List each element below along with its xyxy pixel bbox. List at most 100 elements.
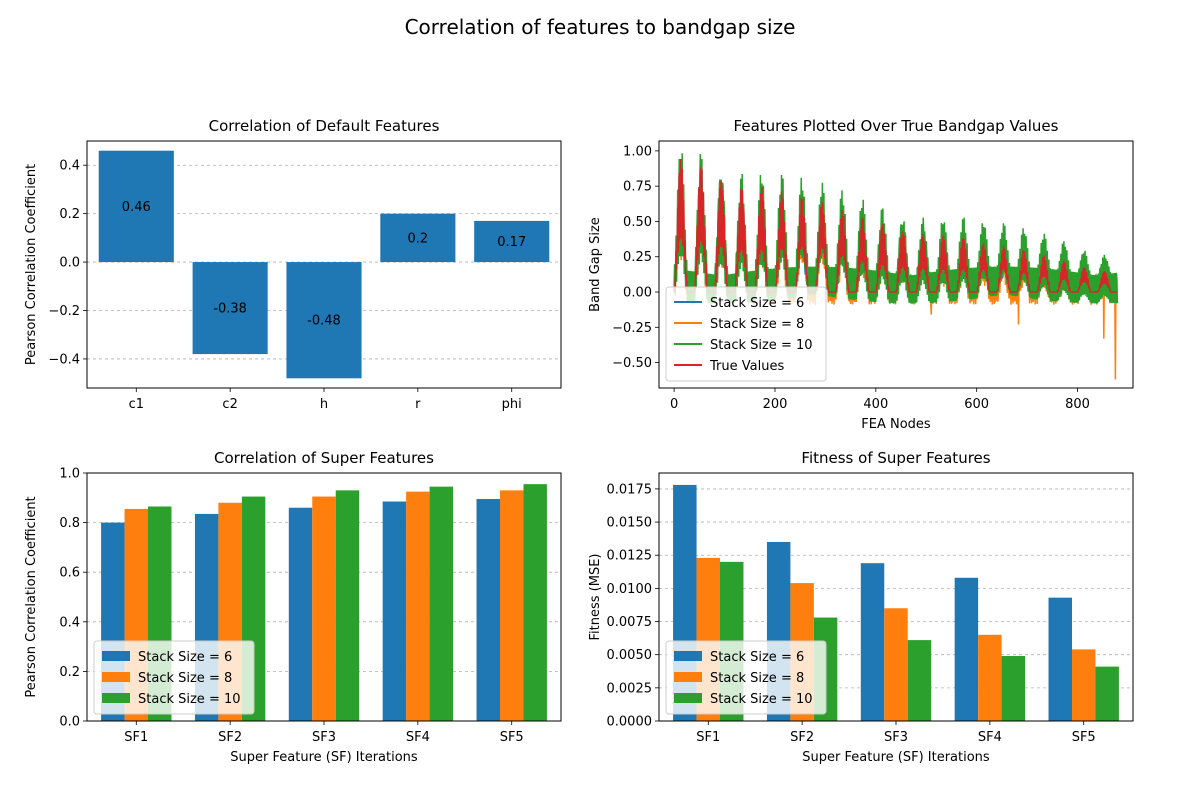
- legend-label: Stack Size = 10: [710, 692, 813, 707]
- y-tick-label: −0.2: [48, 304, 80, 319]
- x-tick-label: 600: [964, 397, 989, 412]
- bar-SF4-1: [978, 634, 1002, 721]
- x-tick-label: h: [320, 397, 328, 412]
- bar-SF3-2: [335, 490, 360, 721]
- y-tick-label: 0.6: [59, 566, 80, 581]
- x-tick-label: SF4: [406, 730, 430, 745]
- y-tick-label: 0.50: [623, 215, 652, 230]
- bar-value-label: 0.2: [408, 231, 429, 246]
- legend-box: [93, 640, 255, 715]
- y-tick-label: −0.4: [48, 352, 80, 367]
- x-axis-label: Super Feature (SF) Iterations: [230, 750, 418, 765]
- x-tick-label: SF5: [500, 730, 524, 745]
- panel-super-feature-fitness: 0.0000 0.0025 0.0050 0.0075 0.0100 0.0125 0.01…: [588, 449, 1134, 765]
- legend-box: [665, 286, 827, 382]
- bar-SF5-1: [1071, 649, 1096, 721]
- x-tick-label: SF1: [696, 730, 720, 745]
- y-tick-label: 0.2: [59, 665, 80, 680]
- y-tick-label: 0.0025: [607, 681, 653, 696]
- bar-SF5-0: [476, 499, 500, 721]
- y-tick-label: 0.4: [59, 615, 80, 630]
- bar-SF5-0: [1048, 597, 1072, 721]
- legend-label: Stack Size = 6: [138, 650, 232, 665]
- panel-bandgap-lines: −0.50 −0.25 0.00 0.25 0.50 0.75 1.00 0 200 400 600…: [588, 117, 1134, 432]
- legend-swatch: [102, 651, 130, 661]
- axes-frame: [86, 472, 562, 722]
- legend-label: Stack Size = 6: [710, 296, 804, 311]
- y-tick-label: 0.8: [59, 516, 80, 531]
- x-tick-label: SF5: [1072, 730, 1096, 745]
- x-tick-label: 200: [763, 397, 788, 412]
- y-axis-label: Fitness (MSE): [588, 554, 603, 641]
- legend-swatch: [674, 672, 702, 682]
- y-tick-label: 0.0: [59, 715, 80, 730]
- bar-SF3-2: [907, 640, 932, 721]
- x-tick-label: 800: [1065, 397, 1090, 412]
- y-tick-label: 0.2: [59, 207, 80, 222]
- x-axis-label: Super Feature (SF) Iterations: [802, 750, 990, 765]
- x-tick-label: SF2: [790, 730, 814, 745]
- legend-box: [665, 640, 827, 715]
- bar-value-label: -0.48: [307, 314, 341, 329]
- legend-swatch: [674, 693, 702, 703]
- panel-title: Features Plotted Over True Bandgap Value…: [734, 117, 1059, 135]
- x-axis-label: FEA Nodes: [861, 417, 931, 432]
- x-tick-label: 0: [670, 397, 678, 412]
- bar-value-label: 0.17: [497, 235, 526, 250]
- bar-SF4-0: [382, 501, 407, 721]
- figure-title: Correlation of features to bandgap size: [405, 15, 796, 39]
- y-tick-label: −0.25: [612, 321, 652, 336]
- x-tick-label: phi: [502, 397, 522, 412]
- y-tick-label: 0.0075: [607, 615, 653, 630]
- bar-SF5-1: [499, 490, 524, 721]
- x-tick-label: r: [415, 397, 421, 412]
- panel-title: Correlation of Super Features: [214, 449, 434, 467]
- legend-swatch: [674, 651, 702, 661]
- y-tick-label: 0.25: [623, 250, 652, 265]
- bar-phi: [474, 220, 550, 263]
- y-tick-label: 1.0: [59, 467, 80, 482]
- panel-title: Correlation of Default Features: [209, 117, 440, 135]
- bar-SF4-2: [1001, 656, 1026, 721]
- x-tick-label: c2: [222, 397, 237, 412]
- legend-label: Stack Size = 10: [138, 692, 241, 707]
- legend-label: Stack Size = 8: [710, 671, 804, 686]
- panel-super-feature-correlation: 0.0 0.2 0.4 0.6 0.8 1.0 SF1 SF2 SF3 SF4 SF5 Stack S…: [24, 449, 562, 765]
- bar-SF4-0: [954, 577, 979, 721]
- bar-SF3-0: [860, 563, 885, 721]
- legend-swatch: [102, 672, 130, 682]
- legend-label: Stack Size = 8: [710, 317, 804, 332]
- y-axis-label: Pearson Correlation Coefficient: [24, 496, 39, 697]
- y-tick-label: 0.0125: [607, 549, 653, 564]
- y-tick-label: 0.0175: [607, 482, 653, 497]
- bar-r: [380, 213, 456, 263]
- y-tick-label: 0.0050: [607, 648, 653, 663]
- legend-label: Stack Size = 6: [710, 650, 804, 665]
- bar-SF3-1: [312, 496, 336, 721]
- x-tick-label: c1: [129, 397, 144, 412]
- y-tick-label: 0.0000: [607, 715, 653, 730]
- bar-c2: [192, 262, 268, 355]
- bar-SF4-2: [429, 486, 454, 721]
- x-tick-label: SF4: [978, 730, 1002, 745]
- bar-SF5-2: [523, 484, 547, 721]
- legend-label: Stack Size = 10: [710, 338, 813, 353]
- axes-frame: [86, 140, 562, 389]
- y-axis-label: Pearson Correlation Coefficient: [24, 164, 39, 365]
- panel-title: Fitness of Super Features: [801, 449, 990, 467]
- y-tick-label: 0.0: [59, 256, 80, 271]
- x-tick-label: SF3: [312, 730, 336, 745]
- y-tick-label: 0.0100: [607, 582, 653, 597]
- y-tick-label: 0.0150: [607, 516, 653, 531]
- axes-frame: [658, 140, 1134, 389]
- y-tick-label: 0.4: [59, 159, 80, 174]
- y-tick-label: −0.50: [612, 356, 652, 371]
- bar-value-label: -0.38: [213, 302, 247, 317]
- legend-label: Stack Size = 8: [138, 671, 232, 686]
- x-tick-label: SF3: [884, 730, 908, 745]
- y-tick-label: 0.00: [623, 286, 652, 301]
- bar-c1: [98, 150, 174, 263]
- x-tick-label: 400: [863, 397, 888, 412]
- bar-SF4-1: [406, 491, 430, 721]
